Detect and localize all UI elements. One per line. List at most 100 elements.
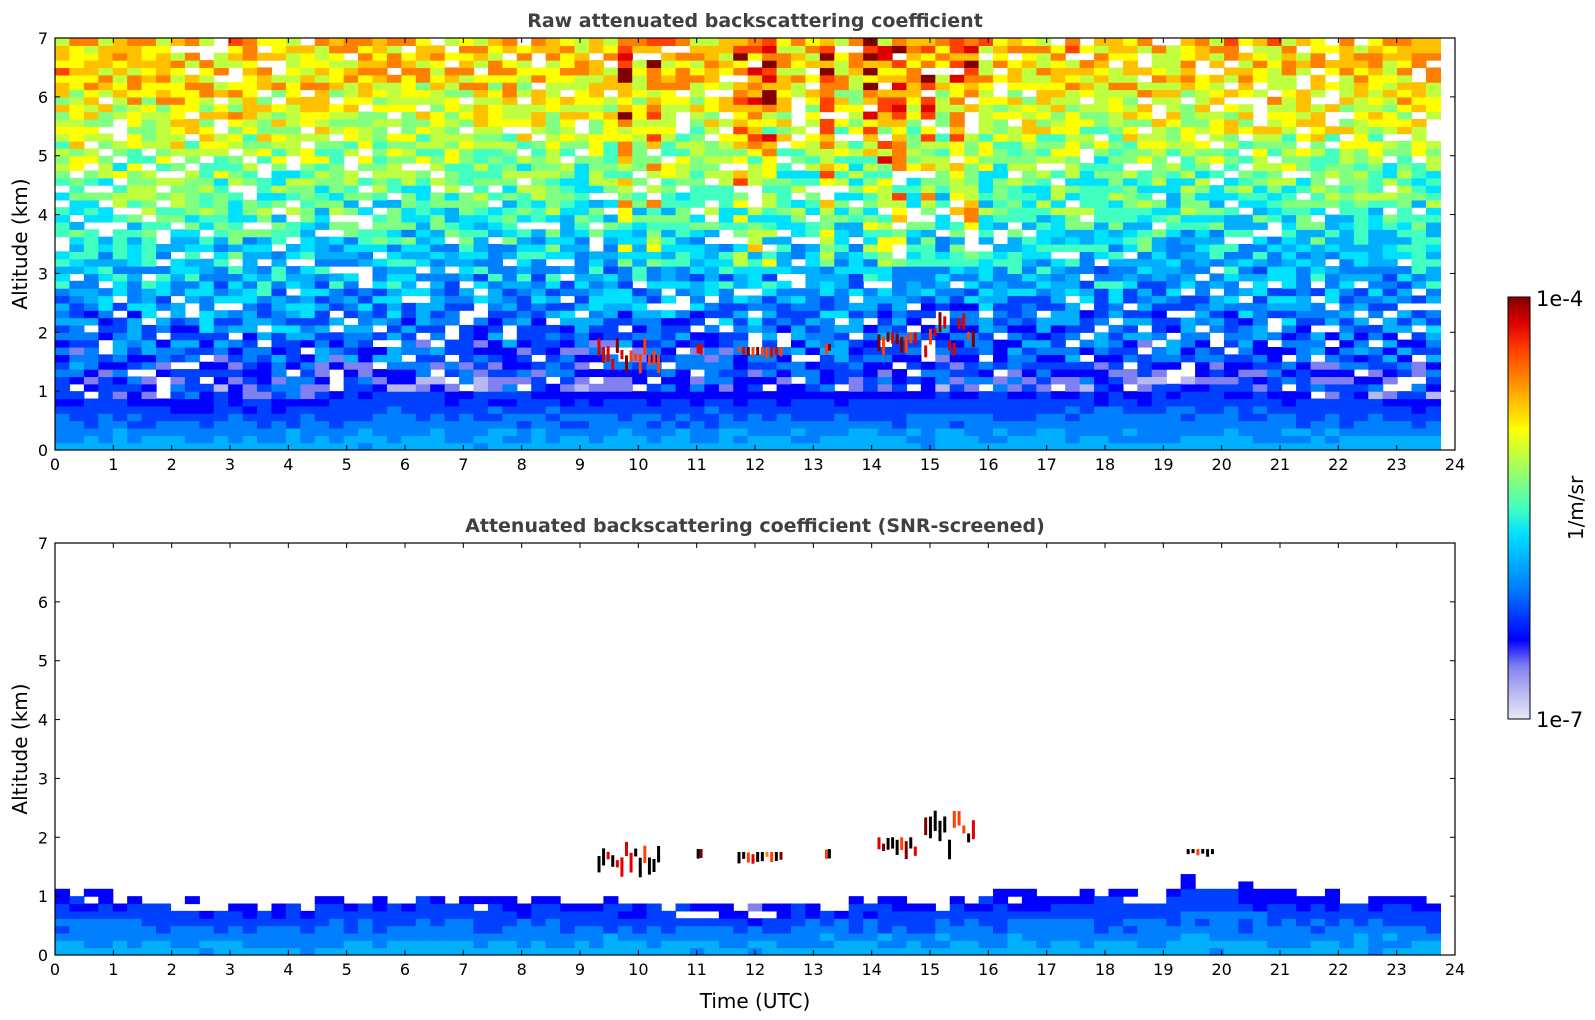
heatmap-cell [574, 236, 590, 245]
heatmap-cell [329, 258, 345, 267]
heatmap-cell [459, 163, 475, 172]
heatmap-cell [430, 398, 446, 407]
heatmap-cell [1425, 295, 1442, 304]
heatmap-cell [127, 38, 143, 46]
heatmap-cell [401, 133, 417, 142]
heatmap-cell [401, 221, 417, 230]
heatmap-cell [892, 317, 908, 326]
heatmap-cell [646, 155, 662, 164]
heatmap-cell [704, 427, 720, 436]
heatmap-cell [877, 354, 893, 363]
heatmap-cell [184, 214, 200, 223]
heatmap-cell [156, 214, 172, 223]
heatmap-cell [1108, 435, 1124, 444]
heatmap-cell [83, 903, 99, 912]
heatmap-cell [55, 383, 71, 392]
heatmap-cell [1209, 38, 1225, 46]
heatmap-cell [603, 111, 619, 120]
heatmap-cell [213, 229, 229, 238]
heatmap-cell [358, 45, 374, 54]
heatmap-cell [949, 89, 965, 98]
heatmap-cell [141, 89, 157, 98]
heatmap-cell [906, 391, 922, 400]
heatmap-cell [617, 442, 633, 450]
heatmap-cell [978, 141, 994, 149]
heatmap-cell [1195, 361, 1211, 370]
heatmap-cell [1209, 236, 1225, 245]
heatmap-cell [55, 420, 71, 429]
heatmap-cell [1036, 339, 1052, 348]
heatmap-cell [906, 376, 922, 385]
heatmap-cell [531, 332, 547, 341]
heatmap-cell [863, 229, 879, 238]
heatmap-cell [1425, 347, 1442, 355]
heatmap-cell [141, 52, 157, 61]
heatmap-cell [1339, 347, 1355, 355]
heatmap-cell [1267, 52, 1283, 61]
heatmap-cell [271, 141, 287, 149]
heatmap-cell [545, 251, 561, 260]
heatmap-cell [1007, 280, 1023, 289]
heatmap-cell [1079, 111, 1095, 120]
heatmap-cell [386, 177, 402, 186]
heatmap-cell [1021, 60, 1037, 69]
heatmap-cell [314, 118, 330, 127]
heatmap-cell [98, 398, 114, 407]
heatmap-cell [1223, 118, 1239, 127]
heatmap-cell [1238, 354, 1254, 363]
heatmap-cell [661, 244, 677, 252]
heatmap-cell [1281, 192, 1297, 201]
x-tick-label: 21 [1270, 455, 1290, 474]
heatmap-cell [314, 170, 330, 179]
heatmap-cell [1137, 244, 1153, 252]
heatmap-cell [1425, 273, 1442, 282]
heatmap-cell [430, 133, 446, 142]
heatmap-cell [1007, 148, 1023, 157]
heatmap-cell [819, 302, 835, 311]
heatmap-cell [1209, 148, 1225, 157]
heatmap-cell [502, 442, 518, 450]
y-tick-label: 0 [38, 441, 48, 460]
heatmap-cell [83, 413, 99, 422]
heatmap-cell [213, 60, 229, 69]
heatmap-cell [199, 104, 215, 113]
heatmap-cell [848, 111, 864, 120]
heatmap-cell [791, 361, 807, 370]
heatmap-cell [170, 347, 186, 355]
heatmap-cell [401, 74, 417, 83]
heatmap-cell [1036, 96, 1052, 105]
heatmap-cell [617, 163, 633, 172]
cloud-cell [943, 316, 947, 329]
heatmap-cell [1411, 369, 1427, 378]
heatmap-cell [1281, 207, 1297, 216]
heatmap-cell [949, 244, 965, 252]
heatmap-cell [430, 52, 446, 61]
heatmap-cell [213, 111, 229, 120]
heatmap-cell [1382, 96, 1398, 105]
heatmap-cell [718, 52, 734, 61]
heatmap-cell [531, 38, 547, 46]
heatmap-cell [1137, 273, 1153, 282]
heatmap-cell [661, 369, 677, 378]
heatmap-cell [1180, 405, 1196, 414]
heatmap-cell [55, 96, 71, 105]
heatmap-cell [199, 273, 215, 282]
heatmap-cell [1036, 391, 1052, 400]
heatmap-cell [877, 96, 893, 105]
heatmap-cell [646, 405, 662, 414]
heatmap-cell [300, 266, 316, 275]
heatmap-cell [1223, 369, 1239, 378]
heatmap-cell [993, 405, 1009, 414]
heatmap-cell [935, 104, 951, 113]
heatmap-cell [978, 207, 994, 216]
heatmap-cell [1007, 317, 1023, 326]
heatmap-cell [1209, 60, 1225, 69]
heatmap-cell [372, 266, 388, 275]
heatmap-cell [791, 435, 807, 444]
cloud-cell [602, 347, 606, 363]
heatmap-cell [1021, 383, 1037, 392]
heatmap-cell [646, 38, 662, 46]
heatmap-cell [487, 177, 503, 186]
heatmap-cell [877, 273, 893, 282]
heatmap-cell [358, 295, 374, 304]
